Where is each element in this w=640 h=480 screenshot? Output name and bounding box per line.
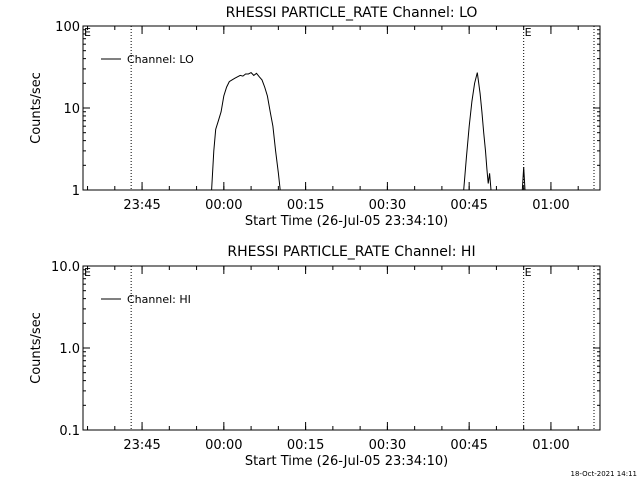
y-tick-label: 10.0 xyxy=(51,260,80,275)
chart-title: RHESSI PARTICLE_RATE Channel: HI xyxy=(227,244,475,260)
x-tick-label: 00:15 xyxy=(287,198,324,213)
chart-panel-1: RHESSI PARTICLE_RATE Channel: LO 1 10 100 Co… xyxy=(29,5,601,229)
x-tick-label: 00:30 xyxy=(369,438,406,453)
chart-title: RHESSI PARTICLE_RATE Channel: LO xyxy=(226,5,478,21)
y-axis-label: Counts/sec xyxy=(29,72,44,144)
y-tick-label: 100 xyxy=(55,20,80,35)
corner-marker-label: E xyxy=(84,266,91,279)
series-line xyxy=(521,167,526,191)
x-tick-label: 00:00 xyxy=(205,198,242,213)
x-tick-label: 00:45 xyxy=(450,438,487,453)
y-tick-label: 1.0 xyxy=(59,342,80,357)
x-tick-label: 01:00 xyxy=(532,438,569,453)
event-marker-label: E xyxy=(525,26,532,39)
legend-label: Channel: LO xyxy=(127,53,194,66)
series-line xyxy=(211,71,281,191)
y-axis-label: Counts/sec xyxy=(29,312,44,384)
x-axis-label: Start Time (26-Jul-05 23:34:10) xyxy=(245,454,448,469)
x-axis-label: Start Time (26-Jul-05 23:34:10) xyxy=(245,214,448,229)
x-tick-label: 00:15 xyxy=(287,438,324,453)
chart-panel-2: RHESSI PARTICLE_RATE Channel: HI 0.1 1.0 10… xyxy=(29,244,601,469)
y-tick-label: 0.1 xyxy=(59,424,80,439)
legend-label: Channel: HI xyxy=(127,293,191,306)
x-tick-label: 23:45 xyxy=(123,438,160,453)
x-tick-label: 01:00 xyxy=(532,198,569,213)
x-tick-label: 00:00 xyxy=(205,438,242,453)
footer-timestamp: 18-Oct-2021 14:11 xyxy=(571,470,637,478)
y-tick-label: 1 xyxy=(72,184,80,199)
corner-marker-label: E xyxy=(84,26,91,39)
y-tick-label: 10 xyxy=(63,102,80,117)
x-tick-label: 23:45 xyxy=(123,198,160,213)
x-tick-label: 00:30 xyxy=(369,198,406,213)
series-line xyxy=(463,72,492,191)
event-marker-label: E xyxy=(525,266,532,279)
x-tick-label: 00:45 xyxy=(450,198,487,213)
